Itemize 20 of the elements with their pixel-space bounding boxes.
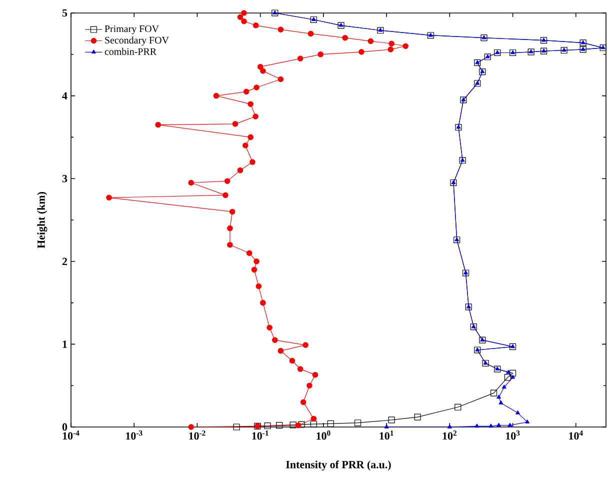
x-tick-label: 10$^{-2}$ (189, 430, 206, 440)
x-tick-label: 10$^{4}$ (569, 430, 583, 440)
y-axis-title: Height (km) (37, 192, 48, 248)
x-tick-label: 10$^{0}$ (316, 430, 330, 440)
x-tick-label: 10$^{-4}$ (62, 430, 80, 440)
x-tick-label: 10$^{2}$ (442, 430, 456, 440)
y-tick-label: 4 (62, 92, 68, 100)
y-tick-label: 3 (62, 174, 68, 182)
legend-label: combin-PRR (104, 48, 157, 55)
legend-label: Secondary FOV (105, 36, 169, 46)
legend-label: Primary FOV (104, 25, 159, 34)
y-tick-label: 0 (62, 423, 68, 431)
y-tick-label: 2 (62, 258, 67, 266)
x-tick-label: 10$^{1}$ (380, 430, 394, 440)
x-tick-label: 10$^{3}$ (506, 430, 520, 440)
x-axis-title: Intensity of PRR (a.u.) (286, 460, 391, 471)
y-tick-label: 1 (62, 340, 67, 348)
x-tick-label: 10$^{-1}$ (252, 430, 268, 440)
x-tick-label: 10$^{-3}$ (126, 430, 142, 440)
y-tick-label: 5 (62, 9, 68, 17)
